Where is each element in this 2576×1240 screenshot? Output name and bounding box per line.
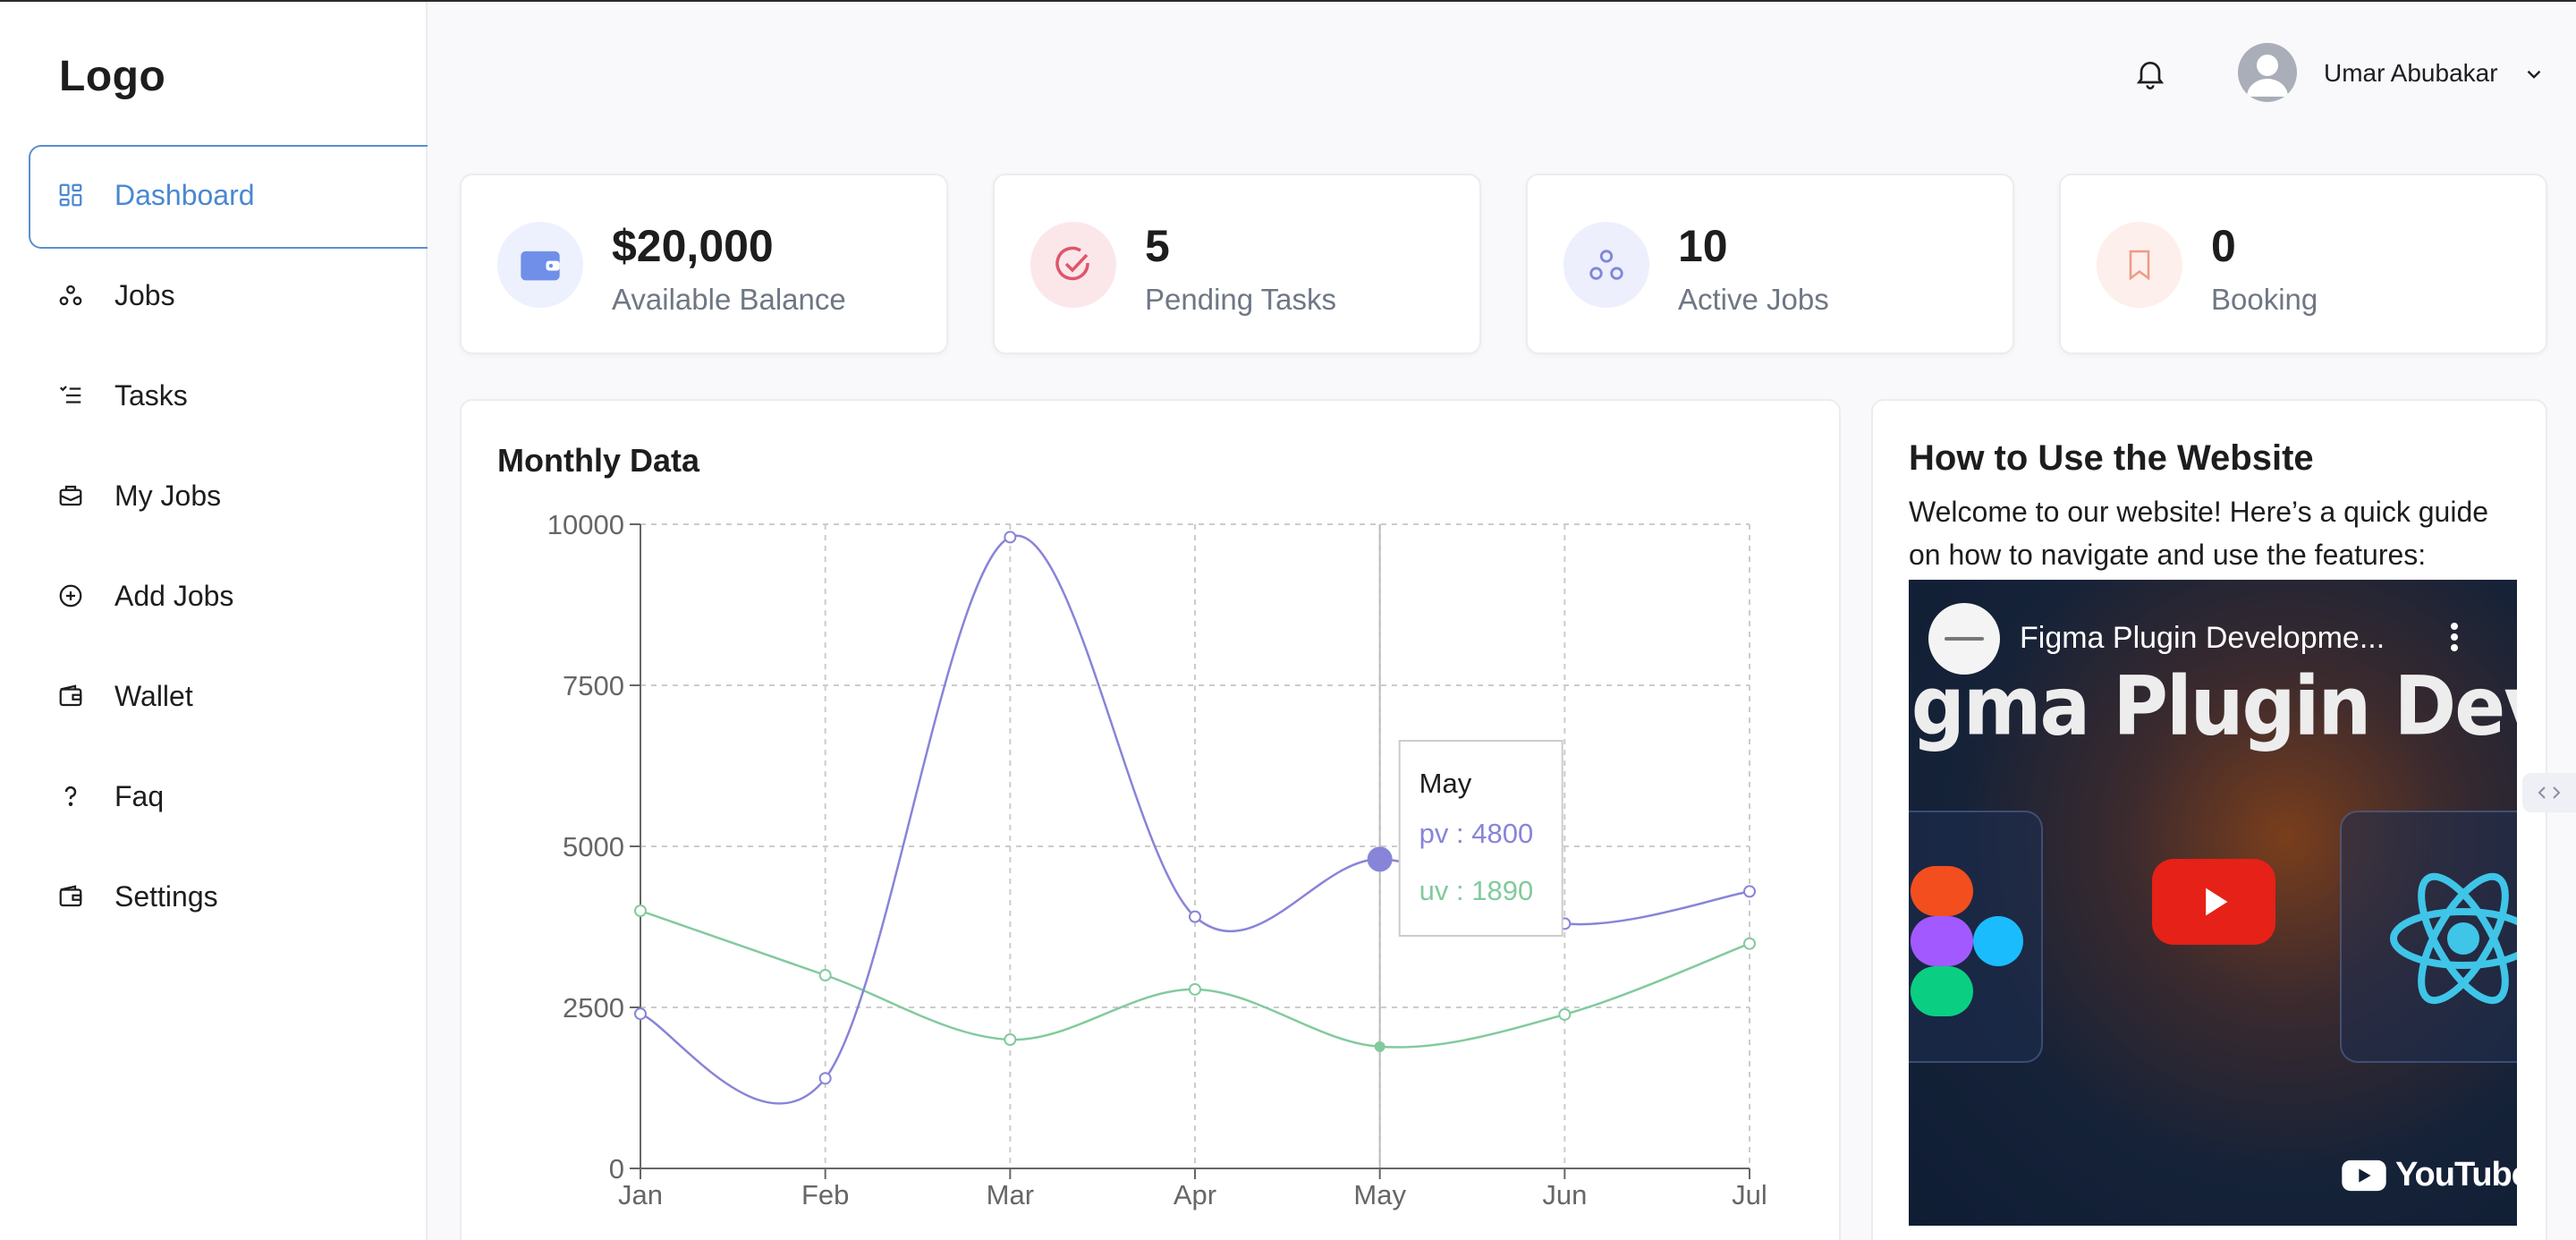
notification-bell-icon[interactable] — [2132, 55, 2168, 91]
data-point-uv — [1374, 1040, 1385, 1052]
sidebar-item-label: Jobs — [114, 278, 175, 311]
stat-value: 0 — [2211, 221, 2236, 271]
stat-card-booking[interactable]: 0 Booking — [2059, 174, 2547, 354]
data-point-pv — [1367, 846, 1393, 872]
sidebar-item-tasks[interactable]: Tasks — [0, 345, 426, 446]
figma-tile — [1909, 811, 2043, 1063]
sidebar-item-label: Faq — [114, 779, 165, 812]
sidebar-item-label: Wallet — [114, 679, 193, 712]
nodes-icon — [1563, 222, 1649, 308]
sidebar-item-label: My Jobs — [114, 479, 222, 512]
list-icon — [57, 382, 84, 409]
stat-card-pending-tasks[interactable]: 5 Pending Tasks — [993, 174, 1481, 354]
data-point-pv — [634, 1007, 647, 1021]
plus-circle-icon — [57, 582, 84, 609]
guide-text: Welcome to our website! Here’s a quick g… — [1909, 496, 2489, 571]
youtube-logo[interactable]: YouTube — [2340, 1156, 2517, 1194]
channel-avatar[interactable] — [1928, 603, 2000, 675]
x-tick-label: May — [1353, 1179, 1406, 1210]
chart-title: Monthly Data — [497, 442, 700, 479]
data-point-uv — [1189, 982, 1201, 996]
sidebar-item-settings[interactable]: Settings — [0, 846, 426, 947]
stat-label: Active Jobs — [1678, 283, 1829, 316]
sidebar-item-dashboard[interactable]: Dashboard — [0, 145, 428, 249]
data-point-pv — [1004, 531, 1017, 544]
stat-label: Available Balance — [612, 283, 846, 316]
tooltip-label: May — [1419, 768, 1472, 799]
y-tick-label: 0 — [609, 1153, 624, 1185]
data-point-uv — [818, 969, 832, 981]
briefcase-icon — [57, 482, 84, 509]
stat-label: Booking — [2211, 283, 2318, 316]
more-vertical-icon[interactable] — [2445, 619, 2463, 655]
sidebar-item-faq[interactable]: Faq — [0, 746, 426, 846]
data-point-uv — [1743, 937, 1756, 950]
data-point-pv — [1743, 885, 1756, 898]
youtube-icon — [2342, 1159, 2386, 1191]
stat-label: Pending Tasks — [1145, 283, 1337, 316]
avatar[interactable] — [2238, 43, 2297, 102]
guide-card: How to Use the Website Welcome to our we… — [1871, 399, 2547, 1240]
grid-icon — [57, 182, 84, 208]
tooltip-uv: uv : 1890 — [1419, 875, 1534, 906]
user-name[interactable]: Umar Abubakar — [2324, 59, 2498, 87]
stat-card-active-jobs[interactable]: 10 Active Jobs — [1526, 174, 2014, 354]
nodes-icon — [57, 282, 84, 309]
play-button[interactable] — [2152, 859, 2275, 945]
data-point-pv — [1189, 910, 1201, 923]
tooltip-pv: pv : 4800 — [1419, 818, 1534, 849]
video-title[interactable]: Figma Plugin Developme... — [2020, 621, 2385, 655]
stat-value: 10 — [1678, 221, 1728, 271]
sidebar-nav: Dashboard Jobs Tasks My Jobs Add Jobs — [0, 145, 428, 947]
y-tick-label: 7500 — [563, 670, 624, 701]
stat-value: $20,000 — [612, 221, 774, 271]
data-point-uv — [634, 905, 647, 917]
stat-card-balance[interactable]: $20,000 Available Balance — [460, 174, 948, 354]
play-icon — [2206, 888, 2228, 916]
wallet-icon — [57, 883, 84, 910]
sidebar: Logo Dashboard Jobs Tasks My Jobs — [0, 2, 428, 1240]
sidebar-item-label: Settings — [114, 879, 218, 913]
data-point-uv — [1558, 1007, 1572, 1021]
sidebar-item-wallet[interactable]: Wallet — [0, 646, 426, 746]
question-icon — [57, 783, 84, 810]
check-circle-icon — [1030, 222, 1116, 308]
sidebar-item-label: Dashboard — [114, 178, 255, 211]
chart-tooltip: May pv : 4800 uv : 1890 — [1398, 740, 1563, 937]
wallet-icon — [57, 683, 84, 709]
data-point-uv — [1004, 1033, 1017, 1046]
window-top-border — [0, 0, 2576, 2]
tooltip-box — [1398, 740, 1563, 937]
y-tick-label: 5000 — [563, 831, 624, 862]
x-tick-label: Mar — [987, 1179, 1034, 1210]
sidebar-item-add-jobs[interactable]: Add Jobs — [0, 546, 426, 646]
sidebar-item-label: Tasks — [114, 378, 188, 412]
y-tick-label: 2500 — [563, 992, 624, 1023]
x-tick-label: Jan — [618, 1179, 663, 1210]
youtube-label: YouTube — [2395, 1156, 2517, 1193]
x-tick-label: Apr — [1174, 1179, 1216, 1210]
sidebar-item-my-jobs[interactable]: My Jobs — [0, 446, 426, 546]
x-tick-label: Jun — [1542, 1179, 1587, 1210]
x-tick-label: Feb — [801, 1179, 849, 1210]
stat-value: 5 — [1145, 221, 1170, 271]
wallet-icon — [497, 222, 583, 308]
video-player[interactable]: igma Plugin Developme Figma Plugin Devel… — [1909, 580, 2517, 1226]
video-thumbnail-banner: igma Plugin Developme — [1909, 658, 2517, 753]
chevron-down-icon[interactable] — [2522, 63, 2546, 86]
sidebar-item-label: Add Jobs — [114, 579, 234, 612]
react-tile — [2340, 811, 2517, 1063]
app-logo[interactable]: Logo — [59, 53, 166, 100]
guide-title: How to Use the Website — [1909, 438, 2314, 478]
data-point-pv — [818, 1072, 832, 1085]
monthly-data-card: Monthly Data 0 2500 5000 7500 10000 Jan Feb Mar… — [460, 399, 1841, 1240]
x-tick-label: Jul — [1732, 1179, 1767, 1210]
code-toggle-icon[interactable] — [2522, 773, 2576, 812]
bookmark-icon — [2097, 222, 2182, 308]
y-tick-label: 10000 — [547, 509, 624, 540]
sidebar-item-jobs[interactable]: Jobs — [0, 245, 426, 345]
